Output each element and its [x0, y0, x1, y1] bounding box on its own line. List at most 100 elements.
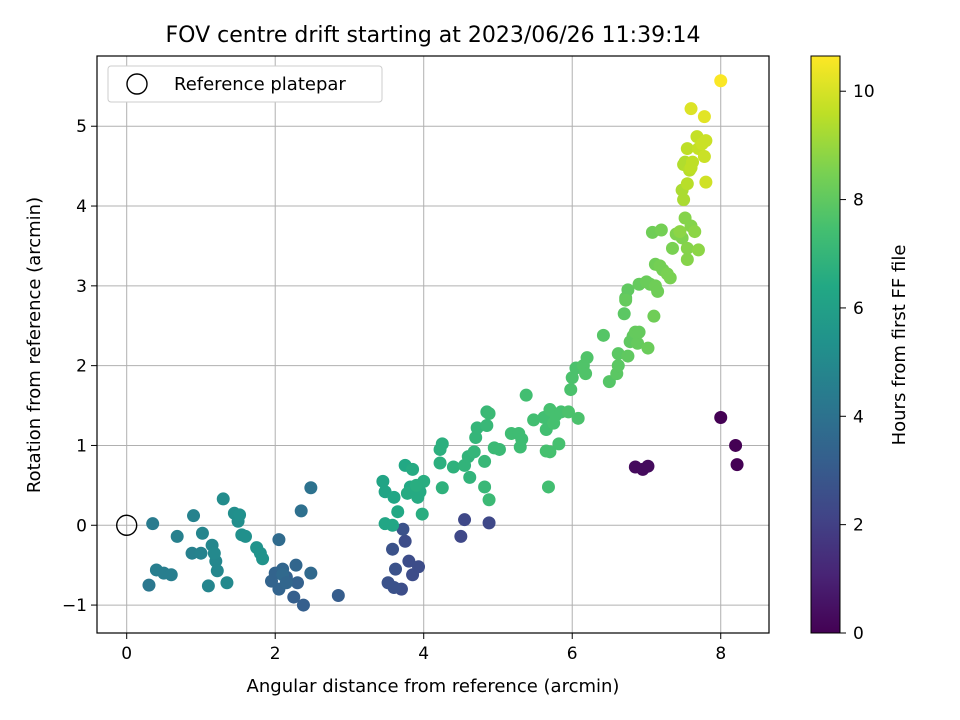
data-point	[289, 558, 303, 572]
plot-frame	[96, 55, 770, 634]
legend: Reference platepar	[107, 65, 383, 103]
data-point	[396, 522, 410, 536]
data-point	[680, 177, 694, 191]
data-point	[654, 223, 668, 237]
legend-box	[107, 65, 383, 103]
data-point	[398, 534, 412, 548]
data-point	[619, 293, 633, 307]
y-tick-label: 0	[76, 516, 87, 536]
data-point	[714, 74, 728, 88]
data-point	[580, 351, 594, 365]
data-point	[469, 430, 483, 444]
data-point	[492, 442, 506, 456]
y-tick-label: 3	[76, 277, 87, 297]
y-axis-label: Rotation from reference (arcmin)	[24, 197, 45, 493]
x-axis-ticks: 0 2 4 6 8	[121, 633, 726, 664]
data-point	[146, 517, 160, 531]
data-point	[170, 529, 184, 543]
data-point	[641, 459, 655, 473]
y-axis-ticks: −1 0 1 2 3 4 5	[62, 117, 97, 616]
data-point	[641, 341, 655, 355]
data-point	[463, 470, 477, 484]
data-point	[611, 359, 625, 373]
data-point	[482, 407, 496, 421]
colorbar-label: Hours from first FF file	[889, 245, 910, 446]
data-point	[210, 564, 224, 578]
data-point	[195, 526, 209, 540]
data-point	[543, 445, 557, 459]
data-point	[697, 150, 711, 164]
data-point	[402, 554, 416, 568]
data-point	[571, 411, 585, 425]
data-point	[519, 388, 533, 402]
colorbar-tick-label: 8	[853, 191, 864, 211]
legend-marker-reference	[126, 73, 148, 95]
data-point	[458, 513, 472, 527]
y-tick-label: 4	[76, 197, 87, 217]
data-point	[730, 458, 744, 472]
data-point	[304, 566, 318, 580]
data-point	[296, 598, 310, 612]
reference-platepar-marker	[116, 514, 138, 536]
data-point	[699, 175, 713, 189]
data-point	[482, 516, 496, 530]
reference-marker-group	[116, 514, 138, 536]
data-point	[406, 462, 420, 476]
data-point	[386, 518, 400, 532]
data-point	[680, 241, 694, 255]
data-point	[185, 546, 199, 560]
data-point	[381, 576, 395, 590]
data-point	[621, 283, 635, 297]
x-tick-label: 8	[715, 644, 726, 664]
data-point	[207, 546, 221, 560]
data-point	[564, 383, 578, 397]
data-point	[216, 492, 230, 506]
x-tick-label: 4	[418, 644, 429, 664]
data-point	[433, 456, 447, 470]
chart-title: FOV centre drift starting at 2023/06/26 …	[166, 23, 701, 48]
data-point	[279, 576, 293, 590]
data-point	[400, 486, 414, 500]
data-point	[617, 307, 631, 321]
y-tick-label: 5	[76, 117, 87, 137]
data-point	[480, 419, 494, 433]
data-point	[415, 507, 429, 521]
x-tick-label: 2	[270, 644, 281, 664]
x-tick-label: 0	[121, 644, 132, 664]
data-point	[632, 325, 646, 339]
data-point	[663, 271, 677, 285]
data-point	[552, 437, 566, 451]
data-point	[647, 309, 661, 323]
data-point	[164, 568, 178, 582]
colorbar-tick-label: 6	[853, 299, 864, 319]
data-point	[697, 110, 711, 124]
data-point	[387, 490, 401, 504]
data-point	[691, 243, 705, 257]
data-point	[688, 225, 702, 239]
x-axis-label: Angular distance from reference (arcmin)	[247, 676, 620, 697]
y-tick-label: 1	[76, 436, 87, 456]
data-point	[527, 413, 541, 427]
x-tick-label: 6	[567, 644, 578, 664]
colorbar-tick-label: 2	[853, 516, 864, 536]
colorbar-ticks: 0 2 4 6 8 10	[840, 82, 875, 644]
data-point	[220, 576, 234, 590]
data-point	[621, 349, 635, 363]
data-point	[467, 445, 481, 459]
data-point	[389, 562, 403, 576]
data-point	[294, 504, 308, 518]
colorbar-tick-label: 4	[853, 407, 864, 427]
data-points	[142, 74, 744, 612]
data-point	[201, 579, 215, 593]
data-point	[239, 529, 253, 543]
colorbar	[810, 55, 841, 634]
data-point	[651, 284, 665, 298]
data-point	[194, 546, 208, 560]
y-tick-label: −1	[62, 596, 87, 616]
data-point	[409, 478, 423, 492]
colorbar-tick-label: 10	[853, 82, 875, 102]
data-point	[665, 241, 679, 255]
data-point	[686, 155, 700, 169]
